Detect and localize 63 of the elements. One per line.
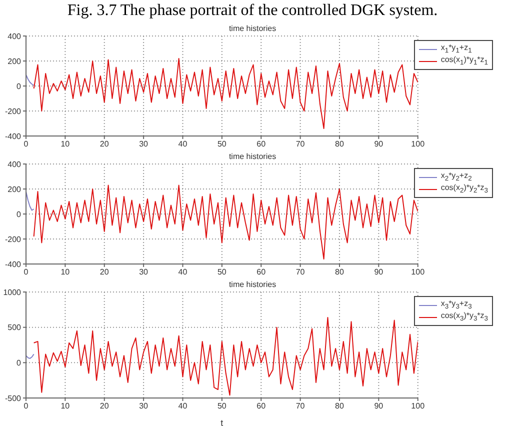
x-tick-label: 50: [217, 402, 227, 411]
caption: Fig. 3.7 The phase portrait of the controlled DGK system.: [67, 2, 438, 19]
y-tick-label: 200: [8, 184, 22, 194]
legend-label: cos(x$_{2}$)*y$_{2}$*z$_{3}$: [440, 183, 488, 195]
y-tick-label: 0: [16, 210, 22, 219]
legend-label: cos(x$_{3}$)*y$_{3}$*z$_{3}$: [440, 311, 488, 323]
y-tick-label: 0: [16, 358, 22, 368]
x-tick-label: 40: [178, 402, 188, 411]
x-tick-label: 30: [139, 268, 149, 277]
x-tick-label: 0: [24, 140, 29, 149]
x-tick-label: 100: [411, 402, 426, 411]
y-tick-label: -400: [4, 260, 22, 269]
x-tick-label: 70: [296, 402, 306, 411]
x-tick-label: 60: [256, 268, 266, 277]
x-tick-label: 40: [178, 140, 188, 149]
x-tick-label: 50: [217, 140, 227, 149]
y-tick-label: 500: [8, 323, 22, 332]
x-tick-label: 70: [296, 268, 306, 277]
x-tick-label: 40: [178, 268, 188, 277]
x-tick-label: 60: [256, 402, 266, 411]
y-tick-label: 200: [8, 56, 22, 66]
x-tick-label: 0: [24, 402, 29, 411]
y-tick-label: 400: [8, 32, 22, 41]
x-tick-label: 70: [296, 140, 306, 149]
legend-label: cos(x$_{1}$)*y$_{1}$*z$_{1}$: [440, 55, 488, 67]
x-tick-label: 10: [60, 140, 70, 149]
x-tick-label: 90: [374, 402, 384, 411]
y-tick-label: -200: [4, 234, 22, 244]
x-tick-label: 30: [139, 140, 149, 149]
x-tick-label: 20: [100, 268, 110, 277]
chart-title: time histories: [228, 280, 278, 289]
line-series: [33, 58, 418, 129]
x-tick-label: 30: [139, 402, 149, 411]
y-tick-label: 1000: [3, 288, 22, 297]
x-tick-label: 10: [60, 402, 70, 411]
chart-title: time histories: [228, 152, 278, 161]
x-tick-label: 80: [335, 268, 344, 277]
x-tick-label: 80: [335, 140, 344, 149]
x-tick-label: 20: [100, 140, 110, 149]
x-tick-label: 0: [24, 268, 29, 277]
y-tick-label: -200: [4, 106, 22, 116]
x-tick-label: 90: [374, 268, 384, 277]
x-tick-label: 90: [374, 140, 384, 149]
legend-label: x$_{2}$*y$_{2}$+z$_{2}$: [440, 171, 472, 183]
y-tick-label: 400: [8, 160, 22, 169]
x-tick-label: 100: [411, 140, 426, 149]
y-tick-label: -400: [4, 132, 22, 141]
x-tick-label: 10: [60, 268, 70, 277]
y-tick-label: -500: [4, 394, 22, 403]
legend-label: x$_{3}$*y$_{3}$+z$_{3}$: [440, 299, 472, 311]
x-tick-label: 20: [100, 402, 110, 411]
line-series: [26, 74, 34, 86]
line-series: [26, 191, 34, 211]
line-series: [33, 184, 418, 260]
x-tick-label: 60: [256, 140, 266, 149]
chart-title: time histories: [228, 24, 278, 33]
y-tick-label: 0: [16, 82, 22, 91]
x-tick-label: 50: [217, 268, 227, 277]
legend-label: x$_{1}$*y$_{1}$+z$_{1}$: [440, 43, 472, 55]
x-axis-title: t: [220, 418, 224, 426]
line-series: [33, 316, 418, 396]
x-tick-label: 100: [411, 268, 426, 277]
x-tick-label: 80: [335, 402, 344, 411]
